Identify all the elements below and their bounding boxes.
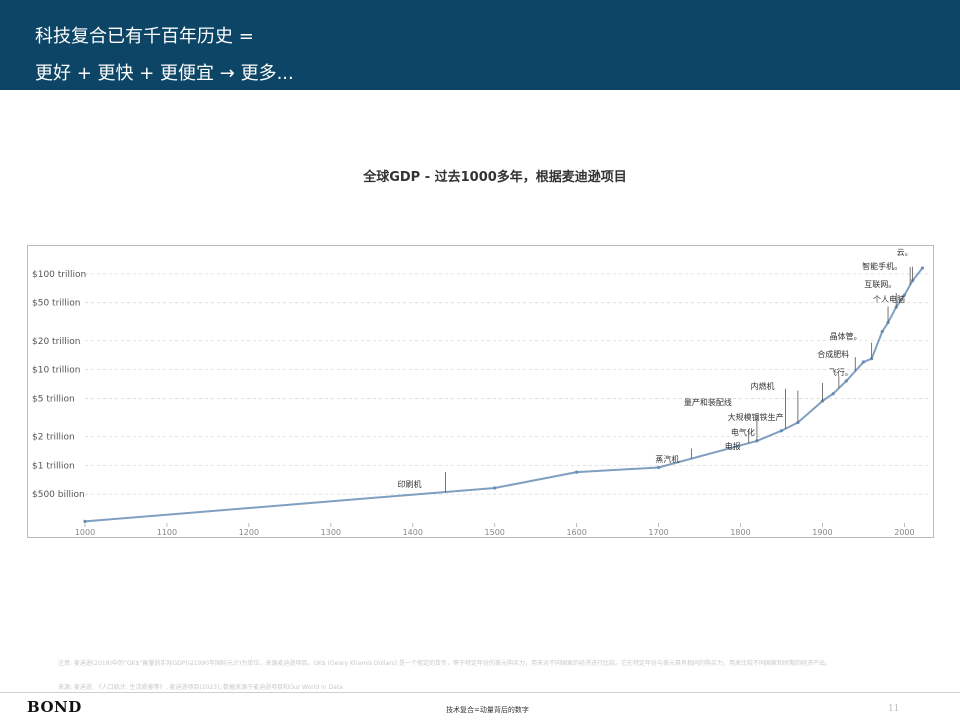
x-tick-label: 1800 — [730, 528, 750, 537]
x-tick-label: 1100 — [157, 528, 177, 537]
x-tick-label: 1300 — [321, 528, 341, 537]
header-banner: 科技复合已有千百年历史 = 更好 + 更快 + 更便宜 → 更多... — [0, 0, 960, 90]
milestone-label: 电气化 — [731, 427, 755, 437]
milestone-label: 晶体管。 — [830, 331, 862, 341]
milestone-label: 合成肥料 — [817, 349, 849, 359]
y-tick-label: $2 trillion — [32, 433, 75, 443]
gdp-data-point — [83, 519, 87, 523]
footer-divider — [0, 692, 960, 693]
footer-caption: 技术复合=动量背后的数字 — [446, 706, 529, 714]
milestone-label: 个人电脑 — [873, 294, 905, 304]
gdp-series-line — [84, 267, 924, 523]
header-title-line-2: 更好 + 更快 + 更便宜 → 更多... — [35, 63, 294, 84]
gdp-data-point — [493, 486, 497, 490]
chart-title: 全球GDP - 过去1000多年，根据麦迪逊项目 — [363, 170, 627, 185]
milestone-label: 智能手机。 — [862, 261, 902, 271]
x-tick-label: 1900 — [812, 528, 832, 537]
x-tick-label: 1200 — [239, 528, 259, 537]
gdp-data-point — [902, 293, 907, 297]
gdp-data-point — [880, 329, 884, 334]
milestone-label: 量产和装配线 — [684, 397, 732, 407]
y-tick-label: $1 trillion — [32, 461, 75, 471]
y-tick-label: $100 trillion — [32, 270, 86, 280]
footnote: 注意: 麦迪逊(2018)中的“GK$”衡量的实际GDP(以1990年国际元计)… — [58, 660, 832, 667]
milestone-label: 云。 — [897, 248, 913, 257]
x-tick-label: 1400 — [403, 528, 423, 537]
y-tick-label: $10 trillion — [32, 366, 80, 376]
milestone-label: 大规模钢铁生产 — [728, 412, 784, 422]
milestone-label: 印刷机 — [398, 479, 422, 489]
y-tick-label: $5 trillion — [32, 394, 75, 404]
brand-logo: BOND — [27, 698, 82, 716]
milestone-label: 飞行。 — [829, 367, 853, 377]
gdp-data-point — [894, 305, 898, 309]
x-tick-label: 1500 — [485, 528, 505, 537]
gdp-data-point — [920, 266, 925, 270]
x-tick-label: 1600 — [566, 528, 586, 537]
gdp-data-point — [844, 379, 848, 383]
y-tick-label: $20 trillion — [32, 337, 80, 347]
milestone-label: 互联网。 — [864, 280, 896, 289]
milestone-label: 内燃机 — [750, 381, 774, 391]
gdp-data-point — [656, 465, 661, 470]
y-tick-label: $50 trillion — [32, 299, 80, 309]
gdp-data-point — [861, 360, 866, 364]
gdp-chart: $500 billion $1 trillion $2 trillion $5 tri… — [27, 245, 934, 538]
source-note: 来源: 麦迪逊, 《人口统计, 生活质量等》, 麦迪逊项目(2023), 数据来… — [58, 684, 343, 691]
gdp-data-point — [831, 392, 835, 396]
milestone-label: 蒸汽机 — [655, 454, 679, 464]
gdp-data-point — [575, 470, 579, 474]
page-number: 11 — [888, 704, 900, 714]
x-tick-label: 2000 — [894, 528, 914, 537]
y-tick-label: $500 billion — [32, 490, 85, 500]
header-title-line-1: 科技复合已有千百年历史 = — [35, 26, 254, 47]
x-tick-label: 1700 — [648, 528, 668, 537]
gdp-data-point — [779, 429, 784, 433]
milestone-label: 电报 — [725, 441, 741, 451]
x-tick-label: 1000 — [75, 528, 95, 537]
